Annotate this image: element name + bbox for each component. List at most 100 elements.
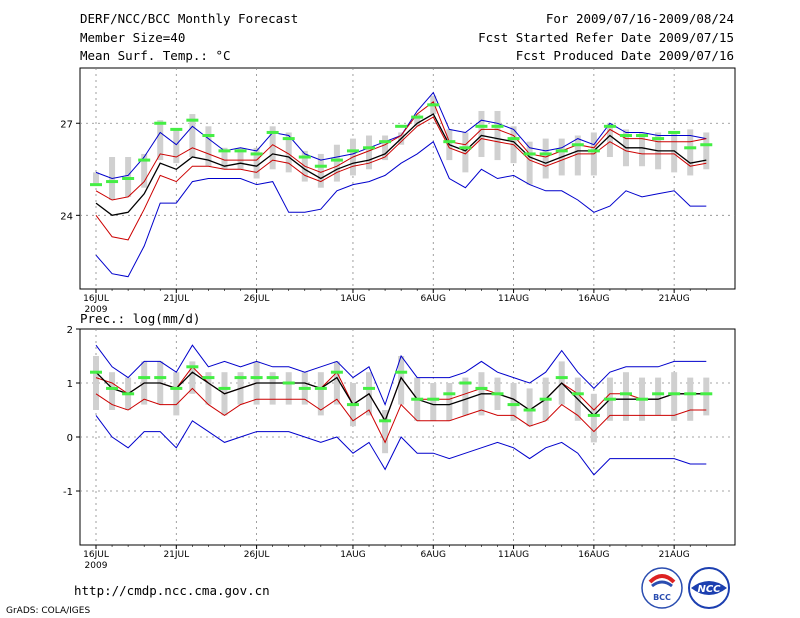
ensemble-box: [526, 141, 533, 185]
ensemble-box: [317, 372, 324, 416]
median-marker: [539, 397, 552, 401]
x-tick-label: 26JUL: [244, 550, 270, 560]
ensemble-box: [189, 361, 196, 394]
median-marker: [443, 140, 456, 144]
ensemble-box: [366, 135, 373, 170]
ensemble-box: [703, 132, 710, 170]
ensemble-box: [157, 120, 164, 161]
median-marker: [186, 365, 199, 369]
median-marker: [218, 149, 231, 153]
ensemble-box: [221, 147, 228, 170]
ensemble-box: [398, 356, 405, 405]
ensemble-box: [671, 372, 678, 421]
ensemble-box: [333, 144, 340, 182]
ensemble-box: [430, 383, 437, 421]
ensemble-box: [333, 361, 340, 405]
median-marker: [202, 376, 215, 380]
year-label: 2009: [85, 305, 108, 315]
median-marker: [298, 155, 311, 159]
precipitation-chart: 16JUL 21JUL 26JUL 1AUG 6AUG 11AUG 16AUG 21AUG20…: [63, 325, 736, 571]
ensemble-box: [414, 114, 421, 127]
median-marker: [587, 149, 600, 153]
median-marker: [668, 392, 681, 396]
median-marker: [186, 118, 199, 122]
median-marker: [314, 386, 327, 390]
website-url[interactable]: http://cmdp.ncc.cma.gov.cn: [74, 583, 270, 598]
median-marker: [523, 408, 536, 412]
forecast-produced: Fcst Produced Date 2009/07/16: [515, 48, 734, 63]
x-tick-label: 16JUL: [83, 550, 109, 560]
series-upper: [95, 101, 707, 201]
median-marker: [234, 149, 247, 153]
precip-axis-label: Prec.: log(mm/d): [80, 311, 201, 326]
x-tick-label: 21JUL: [163, 550, 189, 560]
ensemble-box: [446, 383, 453, 421]
bcc-logo-text: BCC: [653, 593, 671, 602]
median-marker: [475, 124, 488, 128]
median-marker: [652, 392, 665, 396]
y-tick-label: 24: [60, 211, 73, 222]
median-marker: [411, 397, 424, 401]
ensemble-box: [173, 129, 180, 164]
ensemble-box: [574, 135, 581, 176]
ensemble-box: [510, 383, 517, 421]
median-marker: [266, 376, 279, 380]
median-marker: [636, 397, 649, 401]
median-marker: [379, 140, 392, 144]
series-lower: [95, 116, 707, 241]
ensemble-box: [462, 132, 469, 173]
grads-credit: GrADS: COLA/IGES: [6, 606, 91, 616]
series-min: [95, 415, 707, 476]
x-tick-label: 21AUG: [659, 294, 690, 304]
median-marker: [122, 177, 135, 180]
ensemble-box: [93, 356, 99, 410]
ensemble-box: [141, 153, 148, 188]
median-marker: [427, 397, 440, 401]
ensemble-box: [462, 377, 469, 416]
y-tick-label: 2: [67, 325, 73, 336]
y-tick-label: -1: [63, 487, 73, 498]
ensemble-box: [687, 129, 694, 176]
median-marker: [475, 386, 488, 390]
ensemble-box: [655, 377, 662, 416]
series-max: [95, 344, 707, 407]
median-marker: [619, 392, 632, 396]
median-marker: [106, 386, 119, 390]
x-tick-label: 1AUG: [340, 550, 365, 560]
median-marker: [587, 413, 600, 417]
median-marker: [90, 370, 102, 374]
x-tick-label: 1AUG: [340, 294, 365, 304]
ensemble-box: [687, 377, 694, 421]
ensemble-box: [93, 172, 99, 185]
median-marker: [555, 149, 568, 153]
median-marker: [571, 143, 584, 147]
ensemble-box: [205, 126, 212, 167]
median-marker: [395, 124, 408, 128]
median-marker: [603, 124, 616, 128]
ensemble-box: [317, 153, 324, 188]
ensemble-box: [189, 114, 196, 158]
ensemble-box: [173, 372, 180, 416]
median-marker: [491, 392, 504, 396]
forecast-period: For 2009/07/16-2009/08/24: [545, 11, 734, 26]
x-tick-label: 16JUL: [83, 294, 109, 304]
ensemble-box: [269, 126, 276, 170]
median-marker: [539, 152, 552, 156]
median-marker: [427, 103, 440, 107]
ensemble-box: [125, 157, 132, 197]
median-marker: [603, 397, 616, 401]
ensemble-box: [639, 132, 646, 167]
temperature-chart: 16JUL 21JUL 26JUL 1AUG 6AUG 11AUG 16AUG 21AUG 20…: [60, 67, 736, 315]
median-marker: [346, 403, 359, 407]
median-marker: [507, 137, 520, 141]
variable-label: Mean Surf. Temp.: °C: [80, 48, 231, 63]
ensemble-box: [237, 147, 244, 170]
bcc-logo: BCC: [641, 567, 683, 609]
median-marker: [507, 403, 520, 407]
median-marker: [684, 392, 697, 396]
ensemble-box: [606, 123, 613, 158]
median-marker: [330, 370, 343, 374]
median-marker: [363, 146, 376, 150]
ensemble-box: [671, 132, 678, 173]
